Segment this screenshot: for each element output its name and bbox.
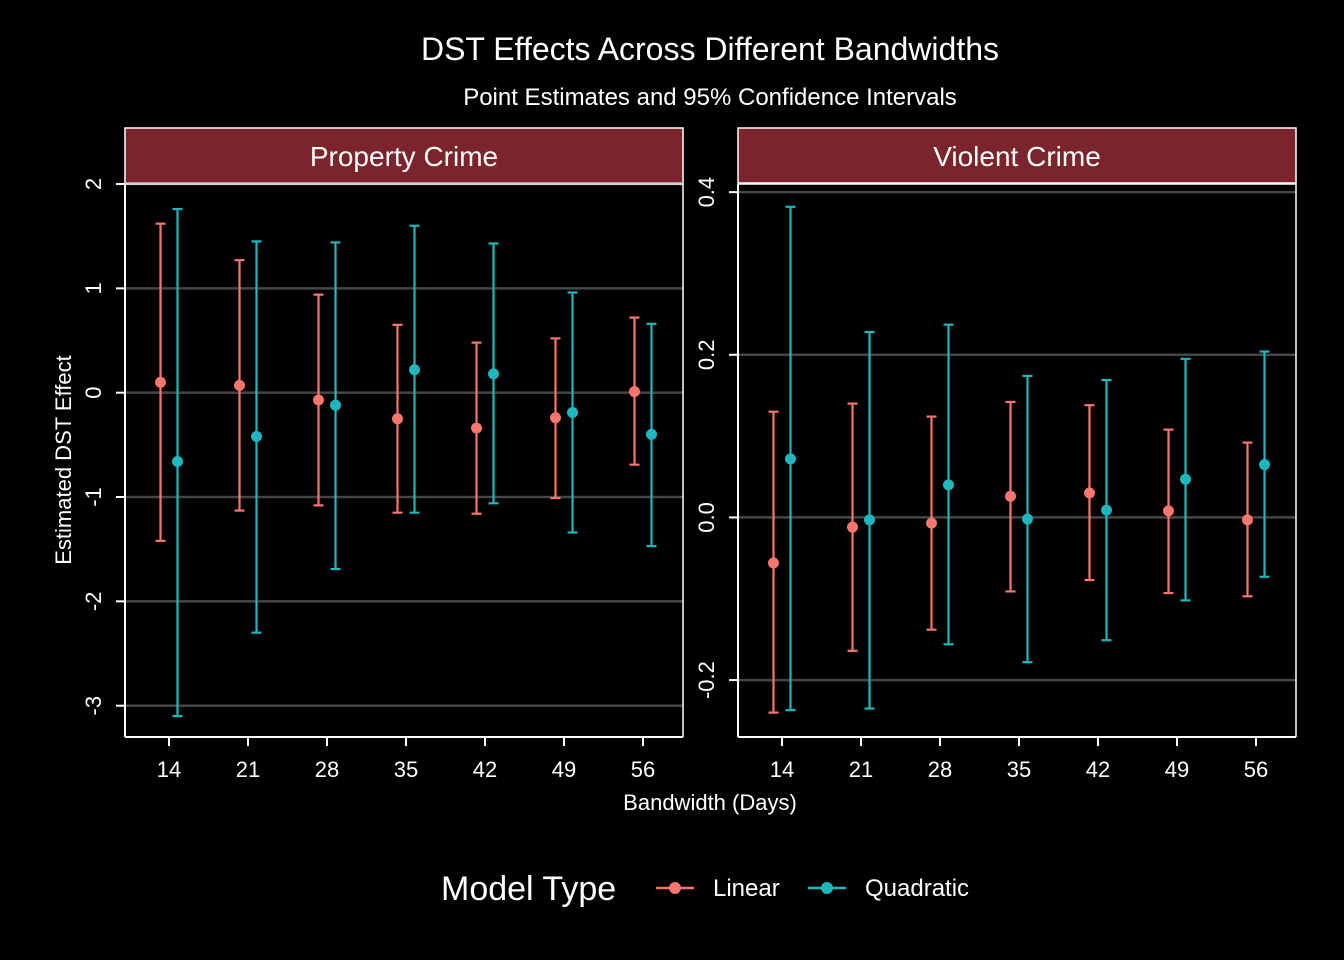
violent-crime-linear-errorbar-42: [1084, 404, 1095, 582]
property-crime-linear-point-28: [313, 394, 324, 406]
property-crime-quadratic-errorbar-28: [330, 241, 341, 571]
violent-crime-quadratic-errorbar-56: [1259, 350, 1270, 578]
property-crime-linear-errorbar-49: [550, 337, 561, 500]
violent-crime-linear-point-35: [1005, 490, 1016, 502]
violent-crime-quadratic-errorbar-42: [1101, 378, 1112, 642]
property-crime-quadratic-errorbar-56: [646, 322, 657, 548]
violent-crime-quadratic-errorbar-14: [785, 205, 796, 712]
property-crime-linear-errorbar-35: [392, 323, 403, 514]
violent-crime-strip-label: Violent Crime: [933, 141, 1101, 172]
property-crime-y-tick-label-3: -3: [81, 696, 106, 716]
property-crime-strip: [124, 127, 684, 184]
property-crime-y-tick-label-2: -2: [81, 592, 106, 612]
violent-crime-linear-errorbar-35: [1005, 400, 1016, 593]
property-crime-quadratic-errorbar-35: [409, 224, 420, 514]
violent-crime-x-tick-label-14: 14: [770, 757, 794, 782]
violent-crime-y-tick-label-0-2: 0.2: [694, 339, 719, 370]
violent-crime-quadratic-point-21: [864, 514, 875, 526]
legend-label-linear: Linear: [713, 875, 780, 902]
property-crime-linear-errorbar-14: [155, 222, 166, 542]
property-crime-panel-border: [125, 183, 684, 737]
property-crime-linear-point-35: [392, 413, 403, 425]
violent-crime-linear-errorbar-56: [1242, 441, 1253, 598]
property-crime-strip-label: Property Crime: [310, 141, 498, 172]
panel-violent-crime: Violent Crime -0.2 0.0 0.2 0.4 14 21 28 35 42 49 56: [694, 127, 1297, 782]
property-crime-linear-errorbar-56: [629, 316, 640, 466]
property-crime-x-tick-label-21: 21: [236, 757, 260, 782]
violent-crime-x-tick-label-42: 42: [1086, 757, 1110, 782]
property-crime-y-tick-label-2: 2: [81, 178, 106, 190]
violent-crime-linear-point-42: [1084, 487, 1095, 499]
violent-crime-linear-errorbar-49: [1163, 428, 1174, 595]
violent-crime-quadratic-point-49: [1180, 473, 1191, 485]
violent-crime-linear-errorbar-21: [847, 402, 858, 652]
property-crime-quadratic-errorbar-49: [567, 291, 578, 534]
property-crime-quadratic-point-42: [488, 368, 499, 380]
violent-crime-y-tick-label-0-0: 0.0: [694, 502, 719, 533]
property-crime-linear-errorbar-42: [471, 341, 482, 515]
legend-label-quadratic: Quadratic: [865, 875, 969, 902]
property-crime-linear-point-14: [155, 376, 166, 388]
property-crime-y-tick-label-1: 1: [81, 282, 106, 294]
violent-crime-quadratic-errorbar-49: [1180, 357, 1191, 602]
property-crime-quadratic-errorbar-14: [172, 207, 183, 718]
violent-crime-panel-border: [738, 183, 1297, 737]
violent-crime-quadratic-point-35: [1022, 513, 1033, 525]
violent-crime-linear-point-14: [768, 557, 779, 569]
property-crime-quadratic-point-49: [567, 407, 578, 419]
property-crime-quadratic-errorbar-21: [251, 240, 262, 634]
property-crime-quadratic-errorbar-42: [488, 242, 499, 505]
violent-crime-quadratic-point-56: [1259, 459, 1270, 471]
y-axis-title: Estimated DST Effect: [51, 355, 76, 565]
x-axis-title: Bandwidth (Days): [623, 790, 797, 815]
property-crime-linear-point-49: [550, 412, 561, 424]
chart-title: DST Effects Across Different Bandwidths: [421, 31, 999, 67]
property-crime-y-tick-label-1: -1: [81, 487, 106, 507]
violent-crime-linear-point-21: [847, 521, 858, 533]
property-crime-x-tick-label-56: 56: [631, 757, 655, 782]
property-crime-quadratic-point-56: [646, 428, 657, 440]
violent-crime-quadratic-errorbar-28: [943, 323, 954, 646]
violent-crime-y-tick-label-0-2: -0.2: [694, 661, 719, 699]
violent-crime-quadratic-errorbar-35: [1022, 374, 1033, 664]
legend-key-quadratic: [808, 882, 846, 894]
violent-crime-x-tick-label-56: 56: [1244, 757, 1268, 782]
violent-crime-x-tick-label-28: 28: [928, 757, 952, 782]
violent-crime-linear-errorbar-14: [768, 410, 779, 714]
violent-crime-linear-point-28: [926, 517, 937, 529]
violent-crime-linear-errorbar-28: [926, 415, 937, 631]
legend-key-linear: [656, 882, 694, 894]
property-crime-x-tick-label-28: 28: [315, 757, 339, 782]
violent-crime-x-tick-label-49: 49: [1165, 757, 1189, 782]
property-crime-x-tick-label-14: 14: [157, 757, 181, 782]
violent-crime-strip: [737, 127, 1297, 184]
violent-crime-linear-point-56: [1242, 514, 1253, 526]
property-crime-quadratic-point-14: [172, 456, 183, 468]
legend-title: Model Type: [441, 870, 616, 908]
property-crime-linear-errorbar-28: [313, 293, 324, 507]
property-crime-quadratic-point-28: [330, 399, 341, 411]
property-crime-quadratic-point-21: [251, 431, 262, 443]
violent-crime-linear-point-49: [1163, 505, 1174, 517]
violent-crime-quadratic-point-28: [943, 479, 954, 491]
property-crime-linear-errorbar-21: [234, 259, 245, 512]
property-crime-linear-point-56: [629, 386, 640, 398]
property-crime-quadratic-point-35: [409, 364, 420, 376]
violent-crime-quadratic-errorbar-21: [864, 330, 875, 710]
property-crime-linear-point-21: [234, 379, 245, 391]
legend: Model Type Linear Quadratic: [441, 870, 969, 908]
property-crime-x-tick-label-42: 42: [473, 757, 497, 782]
violent-crime-x-tick-label-35: 35: [1007, 757, 1031, 782]
violent-crime-y-tick-label-0-4: 0.4: [694, 177, 719, 208]
property-crime-linear-point-42: [471, 422, 482, 434]
violent-crime-x-tick-label-21: 21: [849, 757, 873, 782]
violent-crime-quadratic-point-42: [1101, 504, 1112, 516]
chart-subtitle: Point Estimates and 95% Confidence Inter…: [463, 84, 957, 111]
violent-crime-quadratic-point-14: [785, 453, 796, 465]
panel-property-crime: Property Crime -3 -2 -1 0 1 2 14 21 28 35 42 49 56: [81, 127, 684, 782]
property-crime-y-tick-label-0: 0: [81, 387, 106, 399]
property-crime-x-tick-label-49: 49: [552, 757, 576, 782]
property-crime-x-tick-label-35: 35: [394, 757, 418, 782]
